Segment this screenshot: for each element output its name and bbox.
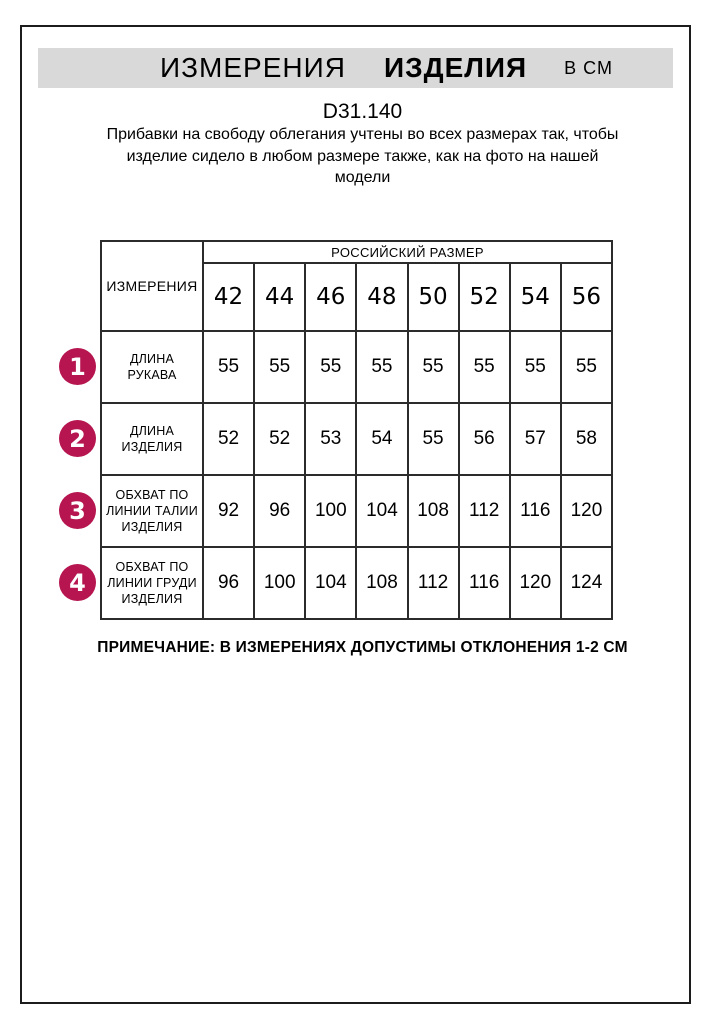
row-number-badge: 2 bbox=[59, 420, 96, 457]
measurement-value: 52 bbox=[253, 402, 307, 476]
measurement-label: ОБХВАТ ПО ЛИНИИ ГРУДИ ИЗДЕЛИЯ bbox=[100, 546, 204, 620]
row-number-badge: 3 bbox=[59, 492, 96, 529]
measurement-value: 108 bbox=[406, 474, 460, 548]
measurement-value: 120 bbox=[559, 474, 614, 548]
measurements-column-header: ИЗМЕРЕНИЯ bbox=[100, 240, 204, 332]
measurement-label-line: ИЗДЕЛИЯ bbox=[121, 440, 183, 454]
table-row-chest-girth: ОБХВАТ ПО ЛИНИИ ГРУДИ ИЗДЕЛИЯ 96 100 104… bbox=[100, 546, 614, 620]
measurement-label-line: ЛИНИИ ГРУДИ bbox=[107, 576, 197, 590]
measurement-value: 55 bbox=[304, 330, 358, 404]
measurement-value: 52 bbox=[201, 402, 256, 476]
measurement-value: 57 bbox=[508, 402, 562, 476]
size-column-header: 44 bbox=[253, 262, 307, 332]
measurement-value: 55 bbox=[508, 330, 562, 404]
measurement-value: 55 bbox=[355, 330, 409, 404]
size-column-header: 46 bbox=[304, 262, 358, 332]
measurement-value: 104 bbox=[355, 474, 409, 548]
measurement-label: ДЛИНА РУКАВА bbox=[100, 330, 204, 404]
tolerance-note: ПРИМЕЧАНИЕ: В ИЗМЕРЕНИЯХ ДОПУСТИМЫ ОТКЛО… bbox=[97, 639, 628, 656]
measurement-value: 116 bbox=[508, 474, 562, 548]
measurement-value: 104 bbox=[304, 546, 358, 620]
model-code: D31.140 bbox=[322, 100, 403, 123]
measurement-label: ОБХВАТ ПО ЛИНИИ ТАЛИИ ИЗДЕЛИЯ bbox=[100, 474, 204, 548]
table-row-waist-girth: ОБХВАТ ПО ЛИНИИ ТАЛИИ ИЗДЕЛИЯ 92 96 100 … bbox=[100, 474, 614, 548]
fit-description-line: изделие сидело в любом размере также, ка… bbox=[126, 147, 599, 165]
measurement-value: 56 bbox=[457, 402, 511, 476]
size-column-header: 56 bbox=[559, 262, 614, 332]
measurement-value: 55 bbox=[406, 402, 460, 476]
measurement-value: 54 bbox=[355, 402, 409, 476]
measurement-value: 92 bbox=[201, 474, 256, 548]
table-row: 42 44 46 48 50 52 54 56 bbox=[101, 262, 614, 332]
measurement-value: 124 bbox=[559, 546, 614, 620]
fit-description-line: Прибавки на свободу облегания учтены во … bbox=[106, 126, 619, 143]
measurement-value: 55 bbox=[253, 330, 307, 404]
title-unit-cm: В СМ bbox=[564, 57, 613, 78]
measurement-value: 112 bbox=[406, 546, 460, 620]
measurement-label-line: ИЗДЕЛИЯ bbox=[121, 520, 183, 534]
measurement-label-line: ОБХВАТ ПО bbox=[115, 560, 189, 574]
title-measurements: ИЗМЕРЕНИЯ bbox=[160, 52, 346, 83]
fit-description: Прибавки на свободу облегания учтены во … bbox=[92, 124, 633, 189]
fit-description-line: модели bbox=[334, 169, 391, 186]
size-column-header: 52 bbox=[457, 262, 511, 332]
title-bar: ИЗМЕРЕНИЯ ИЗДЕЛИЯ В СМ bbox=[38, 48, 673, 88]
measurement-value: 53 bbox=[304, 402, 358, 476]
measurement-value: 55 bbox=[201, 330, 256, 404]
row-number-badge: 4 bbox=[59, 564, 96, 601]
measurement-value: 55 bbox=[457, 330, 511, 404]
measurement-value: 55 bbox=[406, 330, 460, 404]
measurement-value: 55 bbox=[559, 330, 614, 404]
measurement-label-line: ОБХВАТ ПО bbox=[115, 488, 189, 502]
measurement-value: 96 bbox=[253, 474, 307, 548]
measurement-label-line: ЛИНИИ ТАЛИИ bbox=[106, 504, 198, 518]
measurement-value: 96 bbox=[201, 546, 256, 620]
measurement-label-line: ДЛИНА РУКАВА bbox=[127, 352, 177, 382]
measurement-label: ДЛИНА ИЗДЕЛИЯ bbox=[100, 402, 204, 476]
table-row: ИЗМЕРЕНИЯ РОССИЙСКИЙ РАЗМЕР bbox=[100, 240, 613, 332]
measurement-value: 100 bbox=[253, 546, 307, 620]
measurement-value: 116 bbox=[457, 546, 511, 620]
table-row-sleeve-length: ДЛИНА РУКАВА 55 55 55 55 55 55 55 55 bbox=[100, 330, 614, 404]
measurement-value: 112 bbox=[457, 474, 511, 548]
row-number-badge: 1 bbox=[59, 348, 96, 385]
size-column-header: 42 bbox=[201, 262, 256, 332]
table-row-product-length: ДЛИНА ИЗДЕЛИЯ 52 52 53 54 55 56 57 58 bbox=[100, 402, 614, 476]
size-column-header: 48 bbox=[355, 262, 409, 332]
measurement-label-line: ДЛИНА bbox=[129, 424, 175, 438]
measurement-label-line: ИЗДЕЛИЯ bbox=[121, 592, 183, 606]
size-column-header: 50 bbox=[406, 262, 460, 332]
measurement-value: 120 bbox=[508, 546, 562, 620]
title-product: ИЗДЕЛИЯ bbox=[383, 52, 528, 83]
measurement-value: 58 bbox=[559, 402, 614, 476]
size-table: ИЗМЕРЕНИЯ РОССИЙСКИЙ РАЗМЕР 42 44 46 48 … bbox=[100, 240, 614, 620]
size-column-header: 54 bbox=[508, 262, 562, 332]
measurement-value: 100 bbox=[304, 474, 358, 548]
measurement-value: 108 bbox=[355, 546, 409, 620]
russian-size-group-header: РОССИЙСКИЙ РАЗМЕР bbox=[202, 240, 613, 264]
